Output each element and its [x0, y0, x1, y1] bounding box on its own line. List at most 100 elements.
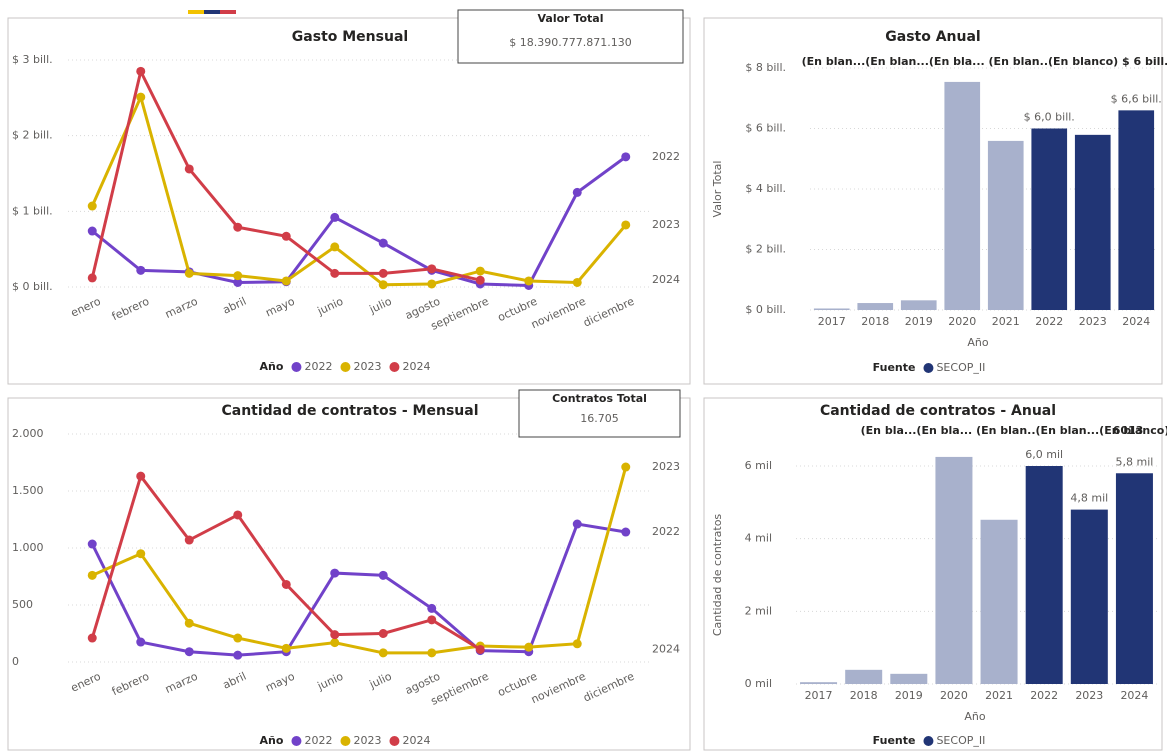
point — [233, 650, 243, 660]
y-tick-label: 0 — [12, 655, 19, 668]
legend-label: SECOP_II — [936, 361, 985, 374]
point — [621, 152, 631, 162]
y-tick-label: 0 mil — [745, 677, 772, 690]
x-tick-label: 2017 — [805, 689, 833, 702]
flag-red — [220, 10, 236, 14]
line — [90, 92, 627, 287]
x-tick-label: 2021 — [992, 315, 1020, 328]
legend-marker — [389, 736, 400, 746]
legend-label: 2022 — [304, 734, 332, 747]
point — [233, 222, 243, 232]
bar — [900, 300, 937, 310]
flag-yellow — [188, 10, 204, 14]
point — [233, 277, 243, 287]
data-label: $ 6,6 bill. — [1111, 92, 1162, 105]
point — [184, 535, 194, 545]
point — [330, 212, 340, 222]
point — [427, 648, 437, 658]
point — [572, 277, 582, 287]
bar — [980, 519, 1018, 684]
y-tick-label: $ 4 bill. — [745, 182, 786, 195]
y-tick-label: $ 2 bill. — [12, 129, 53, 142]
legend-title: Fuente — [873, 361, 916, 374]
kpi-value: $ 18.390.777.871.130 — [509, 36, 631, 49]
x-tick-label: 2020 — [940, 689, 968, 702]
legend-title: Año — [260, 734, 284, 747]
x-tick-label: 2022 — [1035, 315, 1063, 328]
point — [621, 220, 631, 230]
bar — [890, 673, 928, 684]
legend-label: 2024 — [402, 734, 430, 747]
y-tick-label: $ 8 bill. — [745, 61, 786, 74]
bar — [800, 682, 838, 684]
point — [233, 633, 243, 643]
x-tick-label: 2023 — [1075, 689, 1103, 702]
point — [233, 271, 243, 281]
data-label: $ 6,0 bill. — [1024, 111, 1075, 124]
point — [136, 265, 146, 275]
point — [572, 639, 582, 649]
bar — [1025, 466, 1063, 684]
point — [87, 226, 97, 236]
point — [87, 539, 97, 549]
chart-title: Cantidad de contratos - Anual — [820, 403, 1056, 419]
y-tick-label: 1.000 — [12, 541, 44, 554]
legend-label: 2024 — [402, 360, 430, 373]
point — [87, 201, 97, 211]
point — [621, 462, 631, 472]
legend-marker — [340, 736, 351, 746]
point — [427, 279, 437, 289]
x-axis-label: Año — [964, 710, 985, 723]
point — [427, 615, 437, 625]
bar — [1115, 473, 1153, 684]
y-tick-label: $ 6 bill. — [745, 122, 786, 135]
y-tick-label: $ 2 bill. — [745, 243, 786, 256]
point — [572, 519, 582, 529]
point — [87, 570, 97, 580]
kpi-card — [518, 389, 681, 438]
point — [330, 630, 340, 640]
point — [378, 238, 388, 248]
point — [281, 276, 291, 286]
x-tick-label: 2019 — [905, 315, 933, 328]
bar — [1118, 110, 1155, 310]
kpi-value: 16.705 — [580, 412, 619, 425]
point — [378, 648, 388, 658]
bar — [845, 669, 883, 684]
y-tick-label: 1.500 — [12, 484, 44, 497]
point — [330, 242, 340, 252]
point — [378, 629, 388, 638]
bar — [944, 81, 981, 310]
x-axis-label: Año — [967, 336, 988, 349]
y-axis-label: Cantidad de contratos — [711, 514, 724, 637]
legend-title: Año — [260, 360, 284, 373]
y-tick-label: 500 — [12, 598, 33, 611]
point — [378, 280, 388, 290]
point — [378, 268, 388, 278]
legend: Fuente SECOP_II — [873, 734, 986, 747]
line — [91, 155, 627, 288]
legend-label: 2023 — [353, 360, 381, 373]
point — [330, 568, 340, 578]
x-tick-label: 2023 — [1079, 315, 1107, 328]
kpi-card — [457, 9, 684, 64]
point — [87, 633, 97, 643]
point — [281, 231, 291, 241]
series-end-label: 2022 — [652, 150, 680, 163]
y-tick-label: 2.000 — [12, 427, 44, 440]
flag-blue — [204, 10, 220, 14]
bar — [857, 303, 894, 310]
x-tick-label: 2022 — [1030, 689, 1058, 702]
bar — [1074, 134, 1111, 310]
y-tick-label: 6 mil — [745, 459, 772, 472]
bar — [1070, 509, 1108, 684]
data-label: 5,8 mil — [1116, 455, 1154, 468]
y-tick-label: $ 3 bill. — [12, 53, 53, 66]
point — [136, 92, 146, 102]
y-tick-label: $ 0 bill. — [12, 280, 53, 293]
point — [378, 570, 388, 580]
kpi-title: Valor Total — [538, 12, 604, 25]
bar — [813, 308, 850, 310]
legend-label: SECOP_II — [936, 734, 985, 747]
y-tick-label: $ 0 bill. — [745, 303, 786, 316]
